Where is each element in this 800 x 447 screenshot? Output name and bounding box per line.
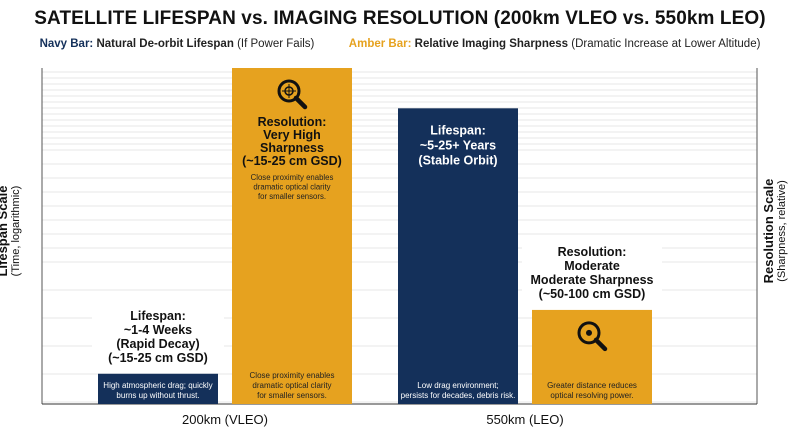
navy-label-box [92,305,224,370]
amber-bar-top-note: dramatic optical clarity [253,183,330,192]
amber-bar-top-note: Close proximity enables [251,173,334,182]
legend-navy-text: Natural De-orbit Lifespan [96,38,234,50]
amber-bar-label: Moderate Sharpness [531,273,654,287]
amber-bar [532,309,652,404]
amber-label-box [522,241,662,306]
amber-bar-note: optical resolving power. [550,391,633,400]
magnifier-target-icon [277,79,308,110]
navy-bar-note: Low drag environment; [417,381,498,390]
amber-bar-label: (~50-100 cm GSD) [539,287,646,301]
navy-bar-label: Lifespan: [130,309,186,323]
amber-bar-note: Greater distance reduces [547,381,637,390]
navy-bar-note: High atmospheric drag; quickly [103,381,212,390]
navy-bar-label: (~15-25 cm GSD) [108,351,208,365]
amber-bar-label: Resolution: [558,245,627,259]
magnifier-icon [577,321,608,352]
navy-bar-label: Lifespan: [430,123,486,137]
amber-bar-top-note: for smaller sensors. [258,192,326,201]
amber-bar-note: dramatic optical clarity [252,381,331,390]
legend-amber-note: (Dramatic Increase at Lower Altitude) [571,38,761,50]
navy-bar-label: ~5-25+ Years [420,138,496,152]
navy-bar-note: persists for decades, debris risk. [401,391,516,400]
legend: Navy Bar: Natural De-orbit Lifespan (If … [0,38,800,50]
amber-bar-note: Close proximity enables [250,371,335,380]
navy-bar-label: ~1-4 Weeks [124,323,192,337]
amber-bar-label: Moderate [564,259,620,273]
navy-bar [398,108,518,404]
amber-bar-label: Very High [263,128,321,142]
x-tick-label: 200km (VLEO) [182,412,268,427]
chart-title: SATELLITE LIFESPAN vs. IMAGING RESOLUTIO… [34,8,766,29]
x-tick-label: 550km (LEO) [486,412,563,427]
navy-bar-label: (Rapid Decay) [116,337,199,351]
legend-navy-note: (If Power Fails) [237,38,315,50]
amber-bar [232,68,352,404]
legend-amber-text: Relative Imaging Sharpness [414,38,569,50]
amber-bar-label: Sharpness [260,141,324,155]
navy-bar-label: (Stable Orbit) [418,153,497,167]
amber-bar-label: (~15-25 cm GSD) [242,154,342,168]
navy-bar-note: burns up without thrust. [116,391,199,400]
navy-bar [98,373,218,404]
amber-bar-label: Resolution: [258,115,327,129]
legend-navy-key: Navy Bar: [39,38,94,50]
legend-amber-key: Amber Bar: [348,38,412,50]
amber-bar-note: for smaller sensors. [257,391,327,400]
